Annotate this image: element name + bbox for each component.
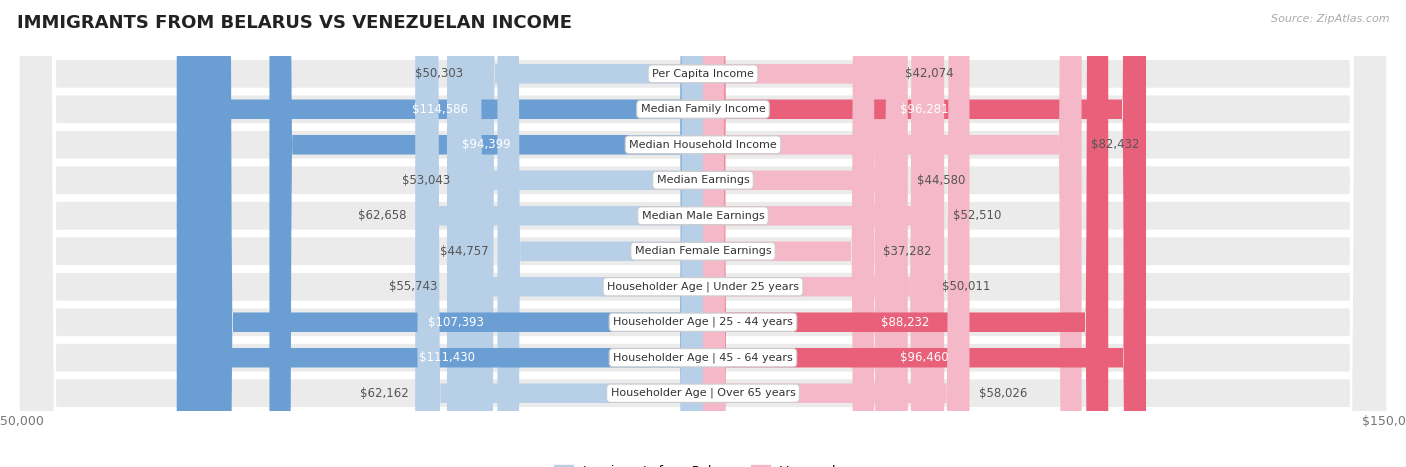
Text: $88,232: $88,232 bbox=[882, 316, 929, 329]
Text: $52,510: $52,510 bbox=[953, 209, 1001, 222]
FancyBboxPatch shape bbox=[18, 0, 1388, 467]
Text: Per Capita Income: Per Capita Income bbox=[652, 69, 754, 79]
Text: Median Family Income: Median Family Income bbox=[641, 104, 765, 114]
Text: $111,430: $111,430 bbox=[419, 351, 475, 364]
Text: $62,658: $62,658 bbox=[357, 209, 406, 222]
Text: $82,432: $82,432 bbox=[1091, 138, 1139, 151]
Text: $62,162: $62,162 bbox=[360, 387, 408, 400]
FancyBboxPatch shape bbox=[703, 0, 908, 467]
Text: IMMIGRANTS FROM BELARUS VS VENEZUELAN INCOME: IMMIGRANTS FROM BELARUS VS VENEZUELAN IN… bbox=[17, 14, 572, 32]
FancyBboxPatch shape bbox=[18, 0, 1388, 467]
FancyBboxPatch shape bbox=[498, 0, 703, 467]
FancyBboxPatch shape bbox=[191, 0, 703, 467]
FancyBboxPatch shape bbox=[703, 0, 1108, 467]
Text: $44,580: $44,580 bbox=[917, 174, 966, 187]
FancyBboxPatch shape bbox=[270, 0, 703, 467]
Text: Median Household Income: Median Household Income bbox=[628, 140, 778, 150]
FancyBboxPatch shape bbox=[703, 0, 896, 467]
FancyBboxPatch shape bbox=[447, 0, 703, 467]
Text: $58,026: $58,026 bbox=[979, 387, 1026, 400]
Text: Householder Age | Over 65 years: Householder Age | Over 65 years bbox=[610, 388, 796, 398]
FancyBboxPatch shape bbox=[18, 0, 1388, 467]
Text: Median Male Earnings: Median Male Earnings bbox=[641, 211, 765, 221]
FancyBboxPatch shape bbox=[209, 0, 703, 467]
Text: Householder Age | 25 - 44 years: Householder Age | 25 - 44 years bbox=[613, 317, 793, 327]
FancyBboxPatch shape bbox=[460, 0, 703, 467]
FancyBboxPatch shape bbox=[703, 0, 1146, 467]
Text: Householder Age | Under 25 years: Householder Age | Under 25 years bbox=[607, 282, 799, 292]
Text: $94,399: $94,399 bbox=[463, 138, 510, 151]
FancyBboxPatch shape bbox=[418, 0, 703, 467]
FancyBboxPatch shape bbox=[18, 0, 1388, 467]
FancyBboxPatch shape bbox=[18, 0, 1388, 467]
Legend: Immigrants from Belarus, Venezuelan: Immigrants from Belarus, Venezuelan bbox=[550, 460, 856, 467]
FancyBboxPatch shape bbox=[18, 0, 1388, 467]
Text: $55,743: $55,743 bbox=[389, 280, 437, 293]
FancyBboxPatch shape bbox=[415, 0, 703, 467]
Text: $107,393: $107,393 bbox=[429, 316, 484, 329]
FancyBboxPatch shape bbox=[18, 0, 1388, 467]
Text: $50,303: $50,303 bbox=[415, 67, 463, 80]
Text: Householder Age | 45 - 64 years: Householder Age | 45 - 64 years bbox=[613, 353, 793, 363]
FancyBboxPatch shape bbox=[177, 0, 703, 467]
Text: Median Earnings: Median Earnings bbox=[657, 175, 749, 185]
Text: Median Female Earnings: Median Female Earnings bbox=[634, 246, 772, 256]
FancyBboxPatch shape bbox=[703, 0, 932, 467]
Text: $37,282: $37,282 bbox=[883, 245, 932, 258]
Text: $96,460: $96,460 bbox=[900, 351, 949, 364]
FancyBboxPatch shape bbox=[18, 0, 1388, 467]
Text: Source: ZipAtlas.com: Source: ZipAtlas.com bbox=[1271, 14, 1389, 24]
Text: $50,011: $50,011 bbox=[942, 280, 990, 293]
FancyBboxPatch shape bbox=[18, 0, 1388, 467]
FancyBboxPatch shape bbox=[703, 0, 1081, 467]
FancyBboxPatch shape bbox=[703, 0, 1146, 467]
FancyBboxPatch shape bbox=[703, 0, 875, 467]
FancyBboxPatch shape bbox=[703, 0, 945, 467]
Text: $114,586: $114,586 bbox=[412, 103, 468, 116]
FancyBboxPatch shape bbox=[18, 0, 1388, 467]
Text: $42,074: $42,074 bbox=[905, 67, 955, 80]
FancyBboxPatch shape bbox=[703, 0, 970, 467]
FancyBboxPatch shape bbox=[472, 0, 703, 467]
Text: $53,043: $53,043 bbox=[402, 174, 450, 187]
Text: $44,757: $44,757 bbox=[440, 245, 488, 258]
Text: $96,281: $96,281 bbox=[900, 103, 949, 116]
